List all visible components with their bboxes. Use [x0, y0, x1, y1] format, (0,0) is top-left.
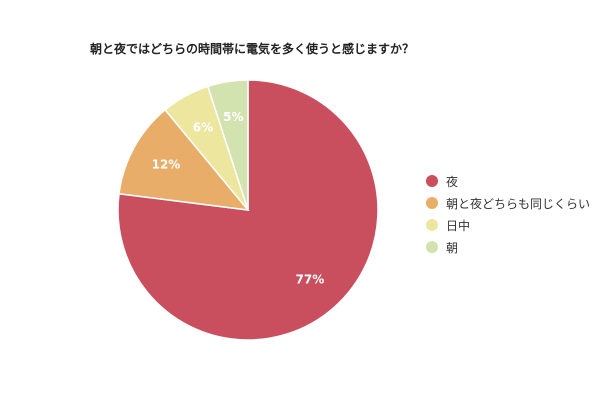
legend-label-2: 朝と夜どちらも同じくらい [446, 196, 591, 211]
legend-swatch-2 [426, 197, 438, 209]
legend-swatch-1 [426, 175, 438, 187]
legend-label-4: 朝 [446, 240, 459, 255]
legend-item-1: 夜 [426, 170, 590, 192]
legend-swatch-3 [426, 219, 438, 231]
legend-item-2: 朝と夜どちらも同じくらい [426, 192, 590, 214]
slice-label-3: 6% [193, 120, 213, 134]
legend-label-1: 夜 [446, 174, 459, 189]
legend-item-4: 朝 [426, 236, 590, 258]
legend-item-3: 日中 [426, 214, 590, 236]
pie-slice-2 [118, 108, 250, 211]
slice-label-2: 12% [152, 157, 181, 171]
legend-swatch-4 [426, 241, 438, 253]
chart-title: 朝と夜ではどちらの時間帯に電気を多く使うと感じますか？ [90, 42, 415, 56]
slice-label-1: 77% [296, 273, 325, 287]
legend-label-3: 日中 [446, 218, 471, 233]
slice-label-4: 5% [223, 110, 243, 124]
pie-slice-4 [206, 79, 249, 211]
legend: 夜朝と夜どちらも同じくらい 日中朝 [426, 170, 590, 258]
